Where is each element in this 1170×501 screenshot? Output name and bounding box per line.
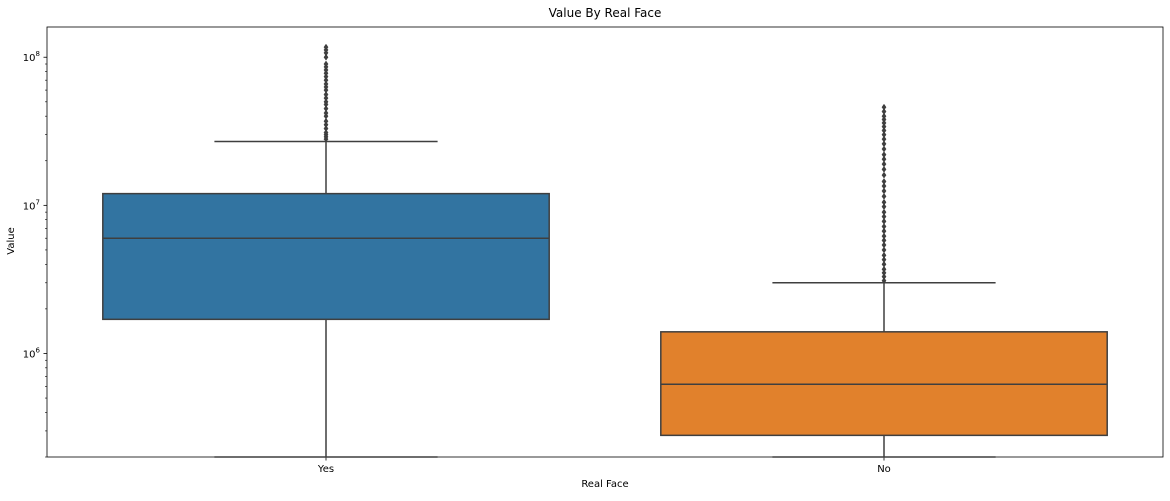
outlier-point: [323, 80, 329, 88]
outlier-point: [881, 145, 887, 153]
y-axis-label: Value: [6, 227, 17, 254]
axes-frame: [46, 26, 1164, 458]
box-yes: [102, 192, 550, 321]
outlier-point: [881, 213, 887, 221]
outlier-point: [881, 223, 887, 230]
x-tick-label: No: [877, 464, 891, 475]
outlier-point: [323, 94, 329, 102]
y-tick-base: 10: [23, 201, 36, 212]
outlier-point: [881, 260, 887, 268]
outlier-point: [881, 108, 887, 115]
outlier-point: [881, 232, 887, 240]
outlier-point: [323, 117, 329, 125]
outlier-point: [881, 160, 887, 168]
y-tick-exponent: 7: [36, 198, 40, 206]
outlier-point: [323, 43, 329, 51]
y-tick-base: 10: [23, 53, 36, 64]
outlier-point: [881, 269, 887, 277]
outlier-point: [881, 208, 887, 216]
y-tick-exponent: 6: [36, 346, 41, 354]
outlier-point: [323, 129, 329, 137]
outlier-point: [881, 182, 887, 190]
outlier-point: [881, 277, 887, 285]
outlier-point: [881, 151, 887, 159]
outlier-point: [323, 91, 329, 98]
outlier-point: [323, 60, 329, 68]
outlier-point: [881, 127, 887, 134]
outlier-point: [881, 140, 887, 148]
outlier-point: [881, 192, 887, 200]
y-tick-base: 10: [23, 349, 36, 360]
outlier-point: [323, 76, 329, 84]
outlier-point: [881, 241, 887, 249]
outlier-point: [881, 187, 887, 195]
outlier-point: [881, 217, 887, 225]
x-axis-label: Real Face: [581, 479, 628, 490]
outlier-point: [881, 256, 887, 264]
outlier-point: [881, 203, 887, 211]
y-tick-label: 107: [23, 198, 40, 212]
outlier-point: [881, 178, 887, 185]
outlier-point: [881, 131, 887, 139]
y-tick-exponent: 8: [36, 50, 40, 58]
y-tick-label: 106: [23, 346, 41, 360]
outlier-point: [323, 125, 329, 132]
outlier-point: [881, 135, 887, 143]
y-tick-label: 108: [23, 50, 40, 64]
outlier-point: [881, 227, 887, 235]
outlier-point: [323, 121, 329, 129]
outlier-point: [881, 103, 887, 111]
outlier-point: [323, 109, 329, 117]
outlier-point: [323, 53, 329, 61]
chart-title: Value By Real Face: [549, 6, 662, 20]
outlier-point: [881, 251, 887, 259]
outlier-point: [881, 171, 887, 179]
outlier-point: [881, 155, 887, 163]
outlier-point: [881, 119, 887, 127]
outlier-point: [323, 98, 329, 106]
outlier-point: [881, 236, 887, 244]
outlier-point: [881, 246, 887, 254]
outlier-point: [881, 112, 887, 120]
outlier-point: [881, 265, 887, 273]
outlier-point: [881, 198, 887, 206]
outlier-point: [881, 123, 887, 131]
outlier-point: [881, 273, 887, 281]
outlier-point: [323, 105, 329, 113]
outlier-point: [881, 165, 887, 173]
x-tick-label: Yes: [317, 464, 334, 475]
